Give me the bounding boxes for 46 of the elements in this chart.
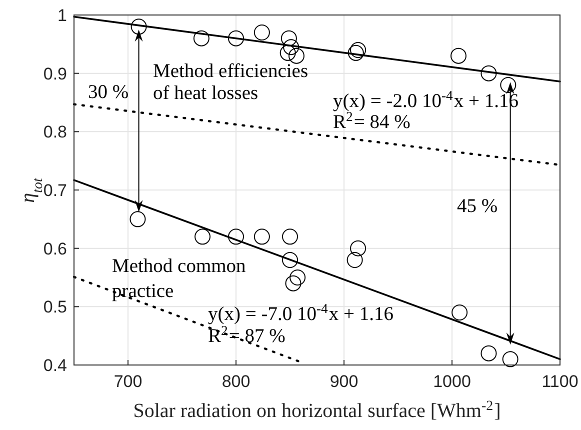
point <box>452 304 468 320</box>
point <box>254 24 270 40</box>
point <box>282 228 298 245</box>
point <box>228 228 244 245</box>
point <box>228 30 244 46</box>
x-axis-title: Solar radiation on horizontal surface [Whm$^{-2}$] <box>133 398 501 422</box>
point <box>130 18 147 35</box>
x-tick-label: 1000 <box>433 372 471 391</box>
y-tick-label: 1 <box>58 6 67 25</box>
point <box>194 228 211 245</box>
point <box>280 44 296 61</box>
point <box>350 42 366 58</box>
annotation: practice <box>112 281 174 302</box>
point <box>450 48 466 64</box>
y-tick-label: 0.7 <box>43 180 67 200</box>
y-tick-label: 0.6 <box>43 239 67 258</box>
x-tick-label: 1100 <box>542 372 578 391</box>
y-tick-label: 0.4 <box>43 356 67 375</box>
point <box>193 30 210 46</box>
annotation: 45 % <box>457 196 498 217</box>
annotation: Method common <box>112 256 246 277</box>
point <box>350 240 366 256</box>
x-tick-label: 900 <box>330 372 358 391</box>
annotation: of heat losses <box>153 83 258 104</box>
point <box>280 30 297 46</box>
point <box>288 48 304 64</box>
annotation: 30 % <box>88 82 129 103</box>
annotation: y(x) = -7.0 10$^{-4}$x + 1.16 <box>208 300 394 325</box>
y-tick-label: 0.9 <box>43 64 67 84</box>
point <box>254 228 270 245</box>
y-tick-label: 0.5 <box>43 298 67 317</box>
point <box>346 252 363 268</box>
point <box>282 252 298 268</box>
point <box>348 44 364 61</box>
point <box>502 351 518 368</box>
point <box>480 345 497 362</box>
y-tick-label: 0.8 <box>43 122 67 142</box>
point <box>283 39 300 56</box>
annotation: Method efficiencies <box>153 61 308 82</box>
x-tick-label: 800 <box>222 372 250 391</box>
point <box>130 211 146 228</box>
x-tick-label: 700 <box>114 372 142 391</box>
point <box>480 65 497 82</box>
point <box>285 275 302 292</box>
point <box>290 270 306 286</box>
point <box>500 77 516 93</box>
